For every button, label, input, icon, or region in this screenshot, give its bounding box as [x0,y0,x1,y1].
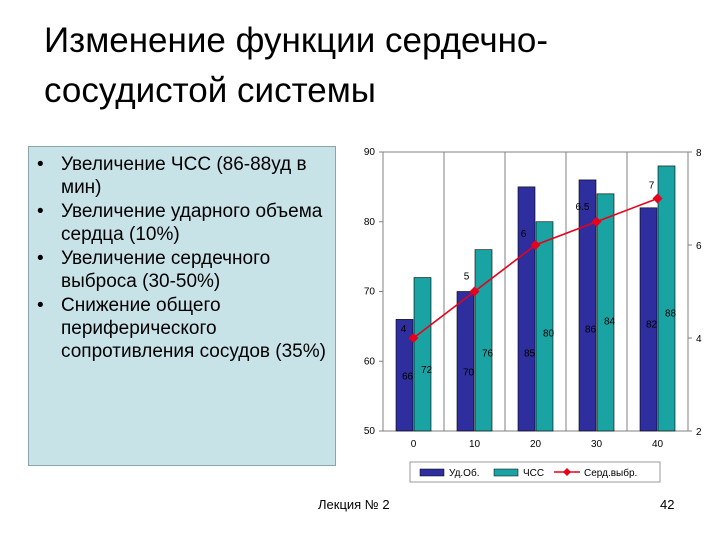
bar-chss [413,277,432,432]
left-tick-label: 90 [364,147,376,158]
footer-lecture: Лекция № 2 [318,497,390,512]
legend-label-serd: Серд.выбр. [584,467,637,479]
bullet-item: • Снижение общего периферического сопрот… [37,294,331,363]
right-tick-label: 8 [696,148,702,159]
line-point [530,240,541,250]
bar-value-label: 80 [543,328,555,339]
legend-label-chss: ЧСС [523,468,544,479]
bullet-text: Увеличение ударного объема сердца (10%) [61,201,323,245]
bullet-box: • Увеличение ЧСС (86-88уд в мин) • Увели… [28,146,336,466]
line-point [469,286,480,297]
bar-ud-ob [578,179,597,432]
bullet-dot-icon: • [37,295,44,316]
line-value-label: 5 [464,272,470,283]
legend-swatch-ud-ob [419,468,445,477]
left-tick-label: 50 [364,426,376,437]
left-tick-label: 60 [364,356,376,367]
bar-value-label: 86 [585,324,597,335]
plot-area [382,151,689,432]
right-tick-label: 2 [696,427,702,438]
bar-value-label: 72 [421,365,433,376]
x-tick-label: 40 [652,439,664,450]
bullet-text: Увеличение сердечного выброса (30-50%) [61,248,271,292]
bar-ud-ob [456,291,475,432]
bullet-dot-icon: • [37,154,44,175]
bullet-item: • Увеличение ударного объема сердца (10%… [37,200,331,246]
bar-value-label: 70 [463,367,475,378]
x-tick-label: 20 [530,439,542,450]
bullet-text: Увеличение ЧСС (86-88уд в мин) [61,154,307,198]
line-value-label: 6.5 [576,202,590,213]
legend-label-ud-ob: Уд.Об. [449,467,479,479]
bar-value-label: 76 [482,348,494,359]
bar-value-label: 85 [524,348,536,359]
bar-ud-ob [517,186,536,432]
bullet-item: • Увеличение сердечного выброса (30-50%) [37,247,331,293]
line-point [408,333,419,343]
bar-chss [474,249,493,432]
bar-chss [657,165,676,432]
x-tick-label: 10 [469,439,481,450]
bar-value-label: 82 [646,319,658,330]
legend-swatch-chss [493,468,519,477]
bullet-list: • Увеличение ЧСС (86-88уд в мин) • Увели… [29,147,335,363]
bar-value-label: 66 [402,371,414,382]
bullet-dot-icon: • [37,201,44,222]
bullet-text: Снижение общего периферического сопротив… [61,295,326,362]
bullet-item: • Увеличение ЧСС (86-88уд в мин) [37,153,331,199]
bar-ud-ob [639,207,658,432]
left-tick-label: 70 [364,287,376,298]
bar-chss [596,193,615,432]
bar-chss [535,221,554,432]
right-tick-label: 6 [696,241,702,252]
x-tick-label: 0 [411,439,417,450]
legend-box [409,461,661,483]
page-number: 42 [660,497,675,512]
right-tick-label: 4 [696,334,702,345]
line-point [652,193,663,204]
x-tick-label: 30 [591,439,603,450]
line-value-label: 7 [649,181,655,192]
bullet-dot-icon: • [37,248,44,269]
bar-ud-ob [395,319,414,432]
bar-value-label: 88 [665,308,677,319]
left-tick-label: 80 [364,217,376,228]
bar-value-label: 84 [604,316,616,327]
line-point [591,216,602,227]
legend-marker-line [563,468,571,476]
line-value-label: 4 [401,324,407,335]
line-value-label: 6 [521,229,527,240]
slide-title: Изменение функции сердечно-сосудистой си… [44,21,549,110]
